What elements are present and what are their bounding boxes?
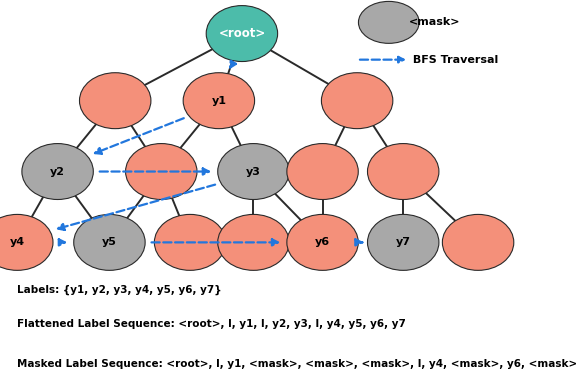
Text: <root>: <root> bbox=[218, 27, 266, 40]
Ellipse shape bbox=[183, 73, 255, 129]
Text: y2: y2 bbox=[50, 167, 65, 177]
Ellipse shape bbox=[367, 144, 439, 200]
Ellipse shape bbox=[218, 214, 289, 270]
Text: <mask>: <mask> bbox=[409, 17, 460, 27]
Text: y4: y4 bbox=[10, 237, 25, 247]
Ellipse shape bbox=[287, 144, 358, 200]
Ellipse shape bbox=[321, 73, 393, 129]
Ellipse shape bbox=[442, 214, 514, 270]
Text: Masked Label Sequence: <root>, l, y1, <mask>, <mask>, <mask>, l, y4, <mask>, y6,: Masked Label Sequence: <root>, l, y1, <m… bbox=[17, 359, 576, 369]
Ellipse shape bbox=[287, 214, 358, 270]
Text: y3: y3 bbox=[246, 167, 261, 177]
Text: y1: y1 bbox=[211, 96, 226, 106]
Text: y5: y5 bbox=[102, 237, 117, 247]
Ellipse shape bbox=[367, 214, 439, 270]
Text: y7: y7 bbox=[396, 237, 411, 247]
Ellipse shape bbox=[0, 214, 53, 270]
Ellipse shape bbox=[79, 73, 151, 129]
Ellipse shape bbox=[126, 144, 197, 200]
Text: Labels: {y1, y2, y3, y4, y5, y6, y7}: Labels: {y1, y2, y3, y4, y5, y6, y7} bbox=[17, 285, 222, 295]
Ellipse shape bbox=[74, 214, 145, 270]
Text: y6: y6 bbox=[315, 237, 330, 247]
Ellipse shape bbox=[206, 6, 278, 62]
Text: BFS Traversal: BFS Traversal bbox=[409, 55, 498, 65]
Ellipse shape bbox=[218, 144, 289, 200]
Ellipse shape bbox=[358, 2, 419, 43]
Ellipse shape bbox=[154, 214, 226, 270]
Text: Flattened Label Sequence: <root>, l, y1, l, y2, y3, l, y4, y5, y6, y7: Flattened Label Sequence: <root>, l, y1,… bbox=[17, 319, 406, 329]
Ellipse shape bbox=[22, 144, 93, 200]
